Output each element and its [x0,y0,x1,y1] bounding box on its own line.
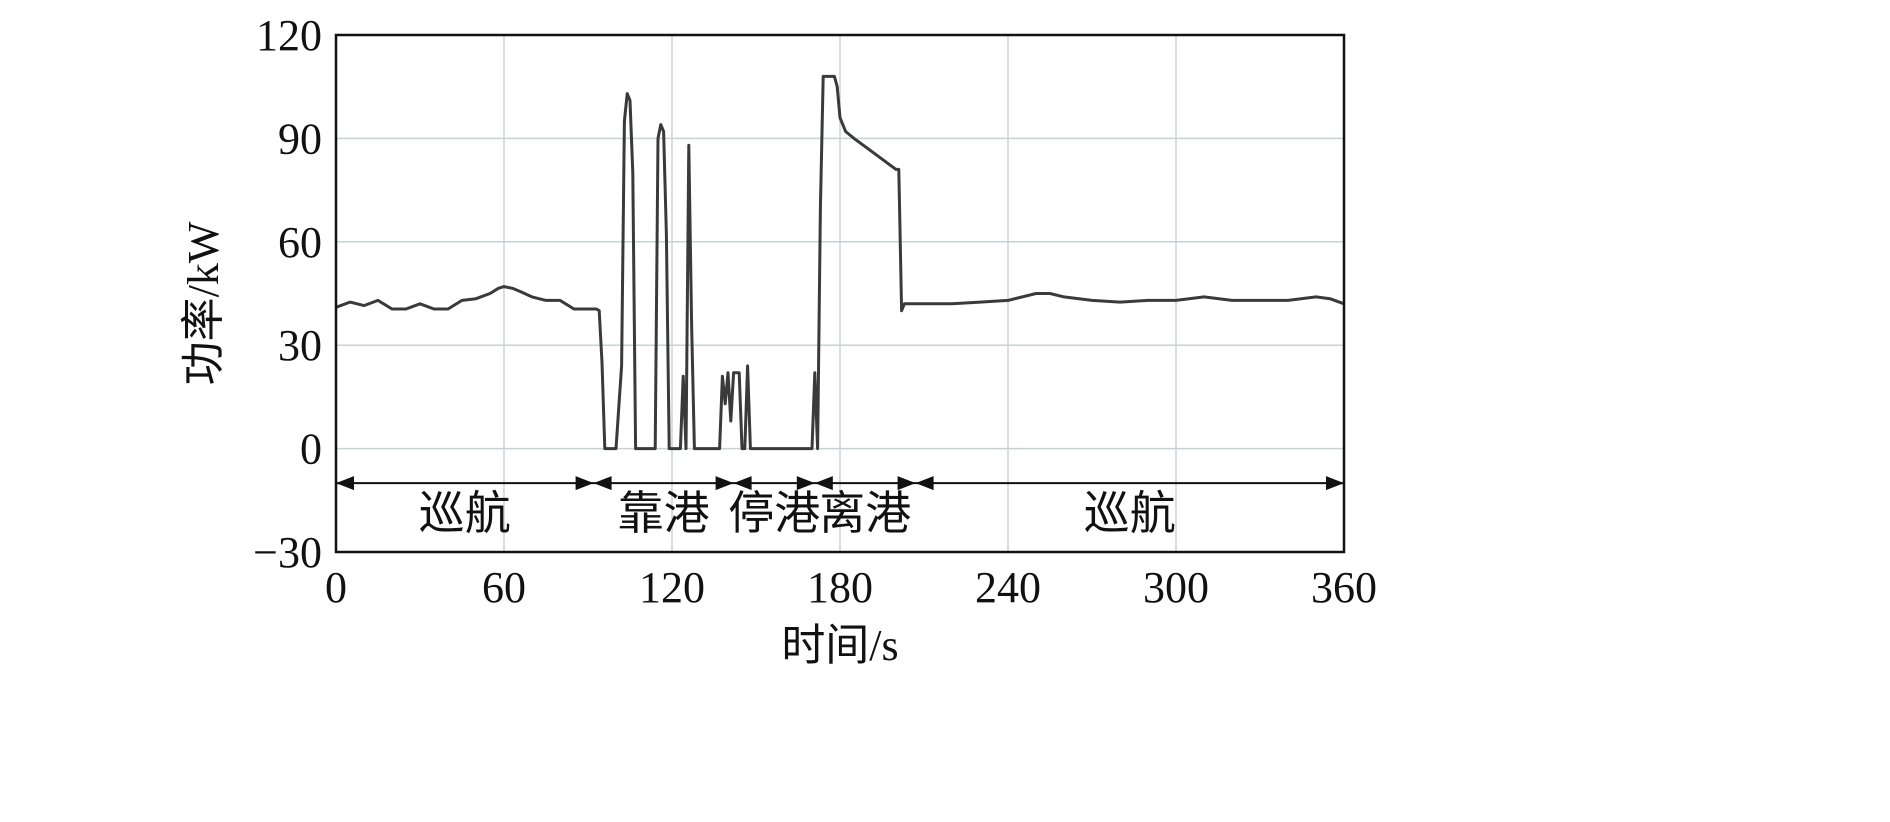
phase-arrowhead [1326,476,1344,491]
x-axis: 0 60 120 180 240 300 360 [325,563,1377,612]
phase-label: 离港 [819,486,911,540]
phase-label: 巡航 [419,486,511,540]
phase-arrowhead [796,476,815,491]
phase-label: 巡航 [1084,486,1176,540]
y-axis: −30 0 30 60 90 120 [253,11,322,577]
phase-arrowhead [336,476,354,491]
phase-label: 停港 [728,486,820,540]
x-tick-label: 120 [639,563,705,612]
phase-arrowhead [897,476,916,491]
phase-arrowhead [715,476,734,491]
x-tick-label: 180 [807,563,873,612]
x-tick-label: 0 [325,563,347,612]
y-tick-label: 90 [278,114,322,163]
y-tick-label: 0 [300,425,322,474]
x-tick-label: 60 [482,563,526,612]
phase-label: 靠港 [618,486,710,540]
phase-arrowhead [593,476,612,491]
phase-arrowhead [575,476,594,491]
phase-arrowhead [733,476,752,491]
x-tick-label: 300 [1143,563,1209,612]
power-line [335,74,1345,451]
phase-labels: 巡航 靠港 停港 离港 巡航 [419,486,1176,540]
y-tick-label: −30 [253,528,322,577]
x-tick-label: 360 [1311,563,1377,612]
phase-arrows [336,476,1344,491]
x-tick-label: 240 [975,563,1041,612]
plot-frame [334,33,1346,554]
y-tick-label: 120 [256,11,322,60]
y-tick-label: 60 [278,218,322,267]
y-axis-title: 功率/kW [179,221,228,385]
phase-arrowhead [814,476,833,491]
phase-arrowhead [915,476,934,491]
x-axis-title: 时间/s [781,621,898,670]
y-tick-label: 30 [278,321,322,370]
